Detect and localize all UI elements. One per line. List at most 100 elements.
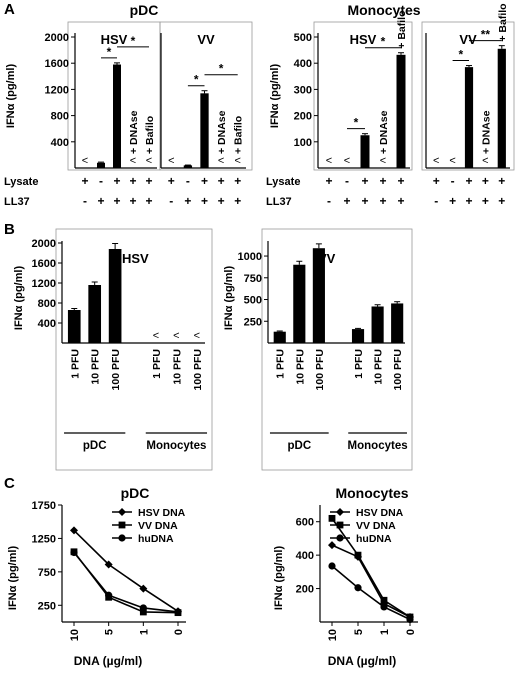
panel-b-category-label: 100 PFU [110,349,122,390]
panel-b-y-tick-label: 750 [244,273,262,285]
panel-a-ll37-sign: + [379,194,386,208]
panel-c-legend-label: VV DNA [138,520,178,532]
panel-a-lysate-sign: + [129,174,136,188]
panel-a-row-label-lysate-mono: Lysate [266,176,300,188]
panel-a-bar [97,162,105,168]
panel-c-series-line [331,517,411,618]
panel-a: A pDC Monocytes IFNα (pg/ml) IFNα (pg/ml… [4,1,421,208]
panel-a-bar [396,54,406,168]
panel-a-subplot-frame [313,21,413,171]
panel-b-category-label: 1 PFU [353,349,365,379]
panel-b-category-label: 10 PFU [294,349,306,385]
panel-c-legend-marker [118,508,126,516]
panel-a-bar-label: + DNAse [128,110,140,154]
panel-c-x-tick-label: 10 [327,629,339,641]
panel-c-legend-marker [336,534,344,542]
panel-b-group-label: pDC [287,440,311,452]
panel-c-series-point [70,548,78,557]
panel-a-subplot-title: VV [197,32,215,47]
panel-c-series-point [328,514,336,522]
panel-c: C pDC Monocytes IFNα (pg/ml) IFNα (pg/ml… [4,475,409,668]
panel-b-y-tick-label: 1600 [32,258,56,270]
panel-b-bar [108,249,122,343]
panel-letter-c: C [4,475,15,492]
panel-a-ll37-sign: + [113,194,120,208]
panel-b-bar [351,329,365,343]
panel-a-significance-star: * [107,45,112,59]
panel-b-chart-0: HSV 400 800 1200 1600 2000 1 PFU 10 PFU 100 PFU <… [32,228,213,471]
panel-c-legend-label: HSV DNA [356,507,404,519]
panel-a-below-detection-mark: < [218,155,224,167]
panel-b-below-detection-mark: < [194,330,200,342]
panel-a-ll37-sign: + [343,194,350,208]
panel-a-y-tick-label: 2000 [45,32,69,44]
panel-c-x-tick-label: 0 [405,629,417,635]
panel-c-legend-marker [118,534,126,542]
panel-a-bar-label: + DNAse [378,110,390,154]
panel-c-series-point [354,551,362,559]
panel-a-significance-star: * [131,34,136,48]
panel-c-legend-label: huDNA [138,533,174,545]
panel-b-y-tick-label: 250 [244,316,262,328]
panel-b-bar [371,306,384,343]
panel-a-bar-label: + DNAse [480,110,492,154]
panel-c-series-point [139,604,147,612]
panel-c-y-tick-label: 400 [296,550,314,562]
panel-c-legend-label: HSV DNA [138,507,186,519]
panel-a-lysate-sign: + [397,174,404,188]
panel-a-y-tick-label: 100 [294,137,312,149]
panel-b-bar [391,303,404,343]
panel-a-ll37-sign: + [397,194,404,208]
panel-a-significance-star: * [458,48,463,62]
panel-b-category-label: 1 PFU [275,349,287,379]
panel-a-bar [360,135,370,168]
panel-a-row-label-ll37-mono: LL37 [266,196,292,208]
panel-a-below-detection-mark: < [130,155,136,167]
panel-a-ll37-sign: + [465,194,472,208]
panel-a-ll37-sign: + [97,194,104,208]
panel-a-ylabel-pdc: IFNα (pg/ml) [5,64,17,129]
panel-c-y-tick-label: 600 [296,517,314,529]
panel-b-category-label: 10 PFU [90,349,102,385]
panel-a-below-detection-mark: < [234,155,240,167]
panel-a-below-detection-mark: < [380,155,386,167]
panel-c-y-tick-label: 250 [38,600,56,612]
panel-a-significance-star: * [354,116,359,130]
panel-b-below-detection-mark: < [153,330,159,342]
panel-a-lysate-sign: + [379,174,386,188]
panel-c-series-line [331,565,411,621]
panel-a-y-tick-label: 1200 [45,84,69,96]
panel-a-lysate-sign: + [325,174,332,188]
panel-a-row-label-ll37-pdc: LL37 [4,196,30,208]
panel-a-bar-label: + DNAse [216,110,228,154]
panel-c-series-line [73,551,179,613]
panel-a-ll37-sign: + [129,194,136,208]
panel-b-y-tick-label: 500 [244,295,262,307]
panel-c-ylabel-monocytes: IFNα (pg/ml) [273,546,285,611]
panel-a-lysate-sign: + [113,174,120,188]
panel-b-y-tick-label: 800 [38,298,56,310]
panel-a-lysate-sign: + [234,174,241,188]
panel-a-subplot-3: VV<+-<-+++<+ DNAse+++ Bafilo++*** [421,3,515,208]
panel-a-lysate-sign: + [465,174,472,188]
panel-a-ylabel-monocytes: IFNα (pg/ml) [269,64,281,129]
panel-a-ll37-sign: - [83,194,87,208]
panel-b-category-label: 100 PFU [314,349,326,390]
panel-a-subplot-title: HSV [350,32,377,47]
panel-c-y-tick-label: 200 [296,584,314,596]
panel-b-category-label: 100 PFU [192,349,204,390]
panel-c-legend-marker [118,521,126,529]
panel-b-bar [312,248,325,343]
panel-c-series-point [174,608,182,616]
panel-b-ylabel-hsv: IFNα (pg/ml) [13,266,25,331]
panel-b-y-tick-label: 1200 [32,278,56,290]
panel-a-ll37-sign: + [482,194,489,208]
panel-a-subplot-1: VV<+--+++<+ DNAse++<+ Bafilo++** [159,21,253,208]
panel-c-series-point [354,584,362,592]
panel-b: B IFNα (pg/ml) IFNα (pg/ml) [4,221,235,330]
panel-a-below-detection-mark: < [482,155,488,167]
